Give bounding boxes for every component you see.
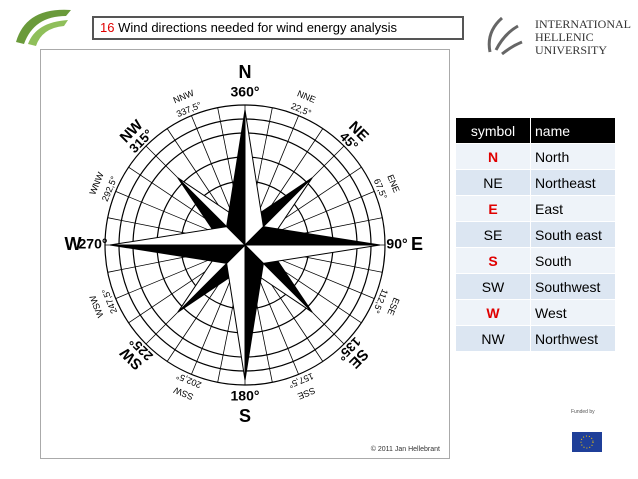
radial-line bbox=[259, 281, 299, 375]
direction-degree: 360° bbox=[231, 84, 260, 100]
name-cell: Northeast bbox=[530, 169, 616, 196]
radial-line bbox=[191, 115, 231, 209]
table-row: S South bbox=[455, 247, 616, 274]
star-point bbox=[109, 226, 247, 246]
name-cell: North bbox=[530, 143, 616, 170]
university-line: HELLENIC bbox=[535, 30, 594, 44]
direction-degree: 270° bbox=[79, 236, 108, 252]
name-cell: South bbox=[530, 247, 616, 274]
logo bbox=[16, 9, 71, 46]
symbol-cell: NW bbox=[455, 325, 531, 352]
direction-degree: 90° bbox=[386, 236, 407, 252]
university-name: INTERNATIONAL HELLENIC UNIVERSITY bbox=[535, 18, 631, 57]
radial-line bbox=[278, 166, 362, 224]
radial-line bbox=[266, 128, 324, 212]
title-box: 16 Wind directions needed for wind energ… bbox=[92, 16, 464, 40]
symbol-cell: E bbox=[455, 195, 531, 222]
direction-name: W bbox=[65, 234, 82, 254]
table-row: E East bbox=[455, 195, 616, 222]
symbol-cell: SE bbox=[455, 221, 531, 248]
table-header: symbol bbox=[455, 117, 531, 144]
radial-line bbox=[281, 259, 375, 299]
university-line: UNIVERSITY bbox=[535, 43, 607, 57]
radial-line bbox=[115, 259, 209, 299]
radial-line bbox=[278, 266, 362, 324]
university-line: INTERNATIONAL bbox=[535, 17, 631, 31]
direction-name: N bbox=[239, 62, 252, 82]
symbol-cell: W bbox=[455, 299, 531, 326]
slide-number: 16 bbox=[100, 20, 115, 35]
symbol-cell: S bbox=[455, 247, 531, 274]
radial-line bbox=[115, 191, 209, 231]
symbol-cell: N bbox=[455, 143, 531, 170]
copyright: © 2011 Jan Hellebrant bbox=[371, 445, 440, 453]
table-header: name bbox=[530, 117, 616, 144]
name-cell: South east bbox=[530, 221, 616, 248]
symbol-cell: NE bbox=[455, 169, 531, 196]
table-row: W West bbox=[455, 299, 616, 326]
name-cell: Northwest bbox=[530, 325, 616, 352]
table-row: N North bbox=[455, 143, 616, 170]
radial-line bbox=[128, 266, 212, 324]
direction-name: S bbox=[239, 406, 251, 426]
slide-title: Wind directions needed for wind energy a… bbox=[118, 20, 398, 35]
radial-line bbox=[191, 281, 231, 375]
radial-line bbox=[259, 115, 299, 209]
table-row: NW Northwest bbox=[455, 325, 616, 352]
radial-line bbox=[281, 191, 375, 231]
direction-degree: 180° bbox=[231, 388, 260, 404]
radial-line bbox=[166, 278, 224, 362]
direction-name: E bbox=[411, 234, 423, 254]
direction-table: symbol name N North NE Northeast E East SE South… bbox=[455, 117, 616, 352]
university-emblem bbox=[487, 16, 523, 56]
table-row: SE South east bbox=[455, 221, 616, 248]
table-row: SW Southwest bbox=[455, 273, 616, 300]
name-cell: Southwest bbox=[530, 273, 616, 300]
name-cell: East bbox=[530, 195, 616, 222]
radial-line bbox=[128, 166, 212, 224]
name-cell: West bbox=[530, 299, 616, 326]
radial-line bbox=[266, 278, 324, 362]
symbol-cell: SW bbox=[455, 273, 531, 300]
table-row: NE Northeast bbox=[455, 169, 616, 196]
radial-line bbox=[166, 128, 224, 212]
eu-flag bbox=[572, 432, 602, 452]
funded-by: Funded by bbox=[571, 409, 595, 415]
